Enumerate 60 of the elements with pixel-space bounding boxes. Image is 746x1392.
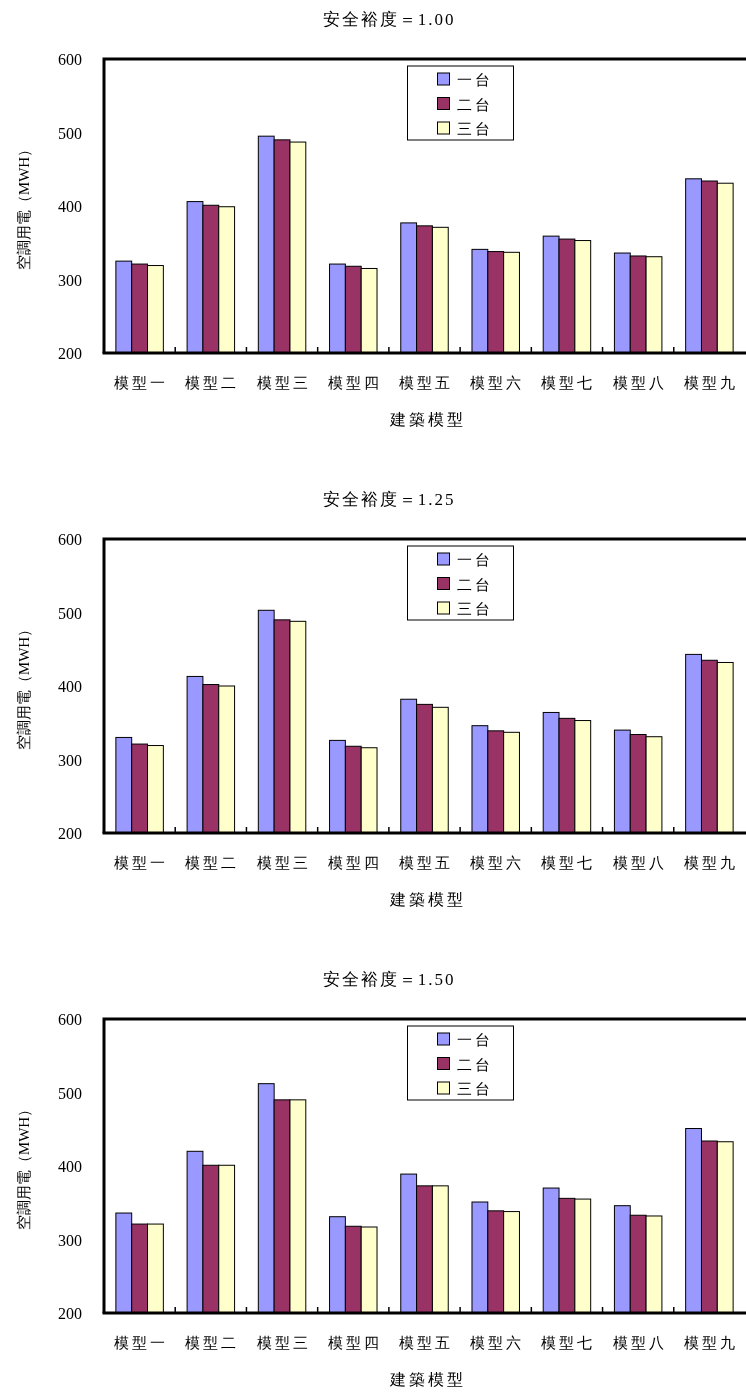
x-tick-label: 模型二 — [185, 855, 240, 871]
x-tick-label: 模型七 — [541, 1335, 596, 1351]
legend-label: 一台 — [456, 1032, 493, 1048]
x-tick-label: 模型四 — [327, 1335, 382, 1351]
x-tick-label: 模型七 — [541, 855, 596, 871]
y-tick-label: 200 — [58, 825, 82, 842]
legend-label: 二台 — [456, 576, 493, 593]
legend-label: 二台 — [456, 96, 493, 113]
x-tick-label: 模型七 — [541, 375, 596, 391]
y-tick-label: 500 — [58, 1084, 82, 1102]
x-tick-label: 模型九 — [683, 855, 738, 871]
y-tick-label: 300 — [58, 1231, 82, 1249]
x-tick-label: 模型三 — [256, 1335, 311, 1351]
x-tick-label: 模型六 — [470, 375, 525, 391]
y-tick-label: 400 — [58, 678, 82, 695]
legend-label: 三台 — [456, 121, 493, 137]
legend-label: 二台 — [456, 1056, 493, 1073]
x-tick-label: 模型五 — [399, 375, 453, 391]
y-axis-title: 空調用電（MWH） — [16, 1101, 32, 1231]
chart-title: 安全裕度＝1.50 — [322, 970, 456, 989]
x-tick-label: 模型三 — [256, 855, 311, 871]
chart-title: 安全裕度＝1.00 — [322, 10, 456, 29]
y-tick-label: 600 — [58, 1011, 82, 1028]
chart-title: 安全裕度＝1.25 — [322, 490, 456, 509]
y-tick-label: 600 — [58, 51, 82, 68]
y-axis-title: 空調用電（MWH） — [16, 621, 32, 751]
x-tick-label: 模型三 — [256, 375, 311, 391]
x-tick-label: 模型一 — [114, 375, 169, 391]
x-tick-label: 模型六 — [470, 1335, 525, 1351]
legend-label: 一台 — [456, 72, 493, 88]
x-axis-title: 建築模型 — [389, 411, 466, 428]
x-tick-label: 模型六 — [470, 855, 525, 871]
legend-label: 三台 — [456, 601, 493, 617]
y-tick-label: 300 — [58, 271, 82, 289]
y-tick-label: 300 — [58, 751, 82, 769]
x-axis-title: 建築模型 — [389, 891, 466, 908]
y-tick-label: 400 — [58, 198, 82, 215]
y-tick-label: 600 — [58, 531, 82, 548]
x-tick-label: 模型二 — [185, 1335, 240, 1351]
y-axis-title: 空調用電（MWH） — [16, 141, 32, 271]
y-tick-label: 200 — [58, 345, 82, 362]
y-tick-label: 500 — [58, 124, 82, 142]
x-tick-label: 模型八 — [612, 375, 667, 391]
x-tick-label: 模型一 — [114, 1335, 169, 1351]
y-tick-label: 400 — [58, 1158, 82, 1175]
y-tick-label: 500 — [58, 604, 82, 622]
legend-label: 一台 — [456, 552, 493, 568]
y-tick-label: 200 — [58, 1305, 82, 1322]
x-tick-label: 模型一 — [114, 855, 169, 871]
x-tick-label: 模型五 — [399, 1335, 453, 1351]
legend-label: 三台 — [456, 1081, 493, 1097]
x-axis-title: 建築模型 — [389, 1371, 466, 1388]
x-tick-label: 模型四 — [327, 855, 382, 871]
x-tick-label: 模型四 — [327, 375, 382, 391]
x-tick-label: 模型八 — [612, 1335, 667, 1351]
x-tick-label: 模型九 — [683, 1335, 738, 1351]
x-tick-label: 模型八 — [612, 855, 667, 871]
x-tick-label: 模型二 — [185, 375, 240, 391]
x-tick-label: 模型五 — [399, 855, 453, 871]
x-tick-label: 模型九 — [683, 375, 738, 391]
